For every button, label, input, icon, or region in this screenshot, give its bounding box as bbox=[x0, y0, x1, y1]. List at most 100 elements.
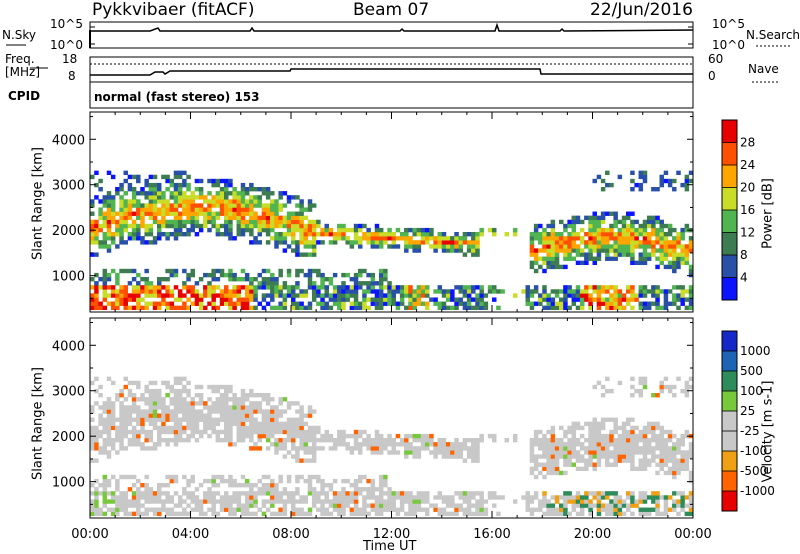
power-cell bbox=[136, 203, 141, 208]
velocity-cell bbox=[332, 478, 338, 484]
power-cell bbox=[157, 277, 162, 282]
velocity-cell bbox=[596, 380, 602, 386]
velocity-cell bbox=[324, 483, 329, 488]
velocity-cell bbox=[437, 450, 443, 455]
velocity-cell bbox=[152, 507, 158, 512]
velocity-cell bbox=[203, 495, 208, 500]
power-cell bbox=[404, 289, 409, 294]
power-cell bbox=[688, 305, 694, 311]
power-cell bbox=[475, 244, 480, 249]
power-cell bbox=[605, 248, 610, 253]
velocity-cell bbox=[404, 495, 409, 500]
power-cell bbox=[203, 289, 208, 294]
velocity-cell bbox=[563, 503, 568, 508]
velocity-cell bbox=[672, 450, 677, 455]
power-cell bbox=[630, 178, 635, 184]
velocity-cell bbox=[320, 483, 325, 488]
velocity-cell bbox=[119, 409, 124, 414]
power-cell bbox=[94, 170, 99, 176]
velocity-cell bbox=[144, 388, 149, 394]
velocity-cell bbox=[588, 425, 593, 431]
velocity-cell bbox=[316, 495, 321, 500]
power-cell bbox=[588, 301, 593, 306]
velocity-cell bbox=[140, 421, 145, 427]
velocity-cell bbox=[144, 499, 149, 504]
velocity-cell bbox=[328, 446, 334, 451]
velocity-cell bbox=[634, 433, 639, 439]
power-cell bbox=[98, 227, 103, 233]
power-cell bbox=[651, 289, 656, 294]
velocity-cell bbox=[613, 499, 618, 504]
power-cell bbox=[542, 244, 547, 249]
velocity-cell bbox=[542, 503, 547, 508]
velocity-cell bbox=[257, 478, 262, 484]
velocity-cell bbox=[383, 483, 388, 488]
velocity-cell bbox=[291, 442, 296, 447]
power-cell bbox=[663, 252, 669, 257]
power-cell bbox=[529, 236, 535, 241]
velocity-cell bbox=[98, 384, 103, 390]
velocity-cell bbox=[211, 495, 216, 500]
power-cell bbox=[161, 223, 166, 229]
velocity-cell bbox=[274, 499, 279, 504]
power-cell bbox=[672, 285, 677, 290]
power-cell bbox=[286, 215, 292, 221]
power-cell bbox=[425, 289, 430, 294]
power-cell bbox=[286, 285, 292, 290]
velocity-cell bbox=[529, 438, 535, 443]
power-cell bbox=[161, 203, 166, 208]
power-cell bbox=[224, 227, 229, 233]
velocity-cell bbox=[563, 429, 568, 435]
power-cell bbox=[240, 211, 246, 216]
power-cell bbox=[161, 277, 166, 282]
power-cell bbox=[282, 219, 288, 225]
velocity-cell bbox=[688, 503, 694, 508]
power-cell bbox=[169, 232, 175, 237]
velocity-cell bbox=[672, 466, 677, 472]
power-cell bbox=[391, 297, 396, 302]
power-cell bbox=[152, 203, 158, 208]
velocity-cell bbox=[131, 397, 137, 402]
power-cell bbox=[236, 191, 242, 196]
power-cell bbox=[445, 305, 451, 311]
power-cell bbox=[90, 199, 95, 204]
power-cell bbox=[257, 219, 262, 225]
power-cell bbox=[211, 219, 216, 225]
velocity-cell bbox=[588, 429, 593, 435]
velocity-cell bbox=[663, 511, 669, 517]
velocity-cell bbox=[261, 511, 267, 517]
power-cell bbox=[219, 199, 225, 204]
power-cell bbox=[265, 207, 271, 212]
power-cell bbox=[479, 285, 484, 290]
velocity-cell bbox=[270, 413, 275, 418]
velocity-cell bbox=[94, 425, 99, 431]
velocity-cell bbox=[563, 446, 568, 451]
power-cell bbox=[626, 240, 631, 245]
power-cell bbox=[584, 285, 589, 290]
power-cell bbox=[274, 199, 279, 204]
power-cell bbox=[257, 187, 262, 192]
power-cell bbox=[395, 244, 401, 249]
velocity-cell bbox=[249, 413, 254, 418]
power-cell bbox=[533, 289, 539, 294]
power-cell bbox=[655, 256, 660, 261]
power-cell bbox=[646, 305, 652, 311]
velocity-cell bbox=[358, 446, 363, 451]
power-cell bbox=[445, 248, 451, 253]
power-cell bbox=[387, 244, 392, 249]
velocity-cell bbox=[257, 429, 262, 435]
power-cell bbox=[378, 281, 384, 286]
power-cell bbox=[144, 191, 149, 196]
power-cell bbox=[182, 211, 187, 216]
velocity-cell bbox=[362, 487, 367, 492]
power-cell bbox=[190, 199, 195, 204]
power-cell bbox=[244, 223, 250, 229]
velocity-cell bbox=[345, 503, 350, 508]
velocity-cell bbox=[136, 413, 141, 418]
velocity-cell bbox=[613, 511, 618, 517]
power-cell bbox=[391, 293, 396, 298]
power-cell bbox=[131, 297, 137, 302]
power-cell bbox=[680, 232, 685, 237]
noise-right-tick-top: 10^5 bbox=[712, 17, 745, 31]
velocity-cell bbox=[228, 388, 233, 394]
